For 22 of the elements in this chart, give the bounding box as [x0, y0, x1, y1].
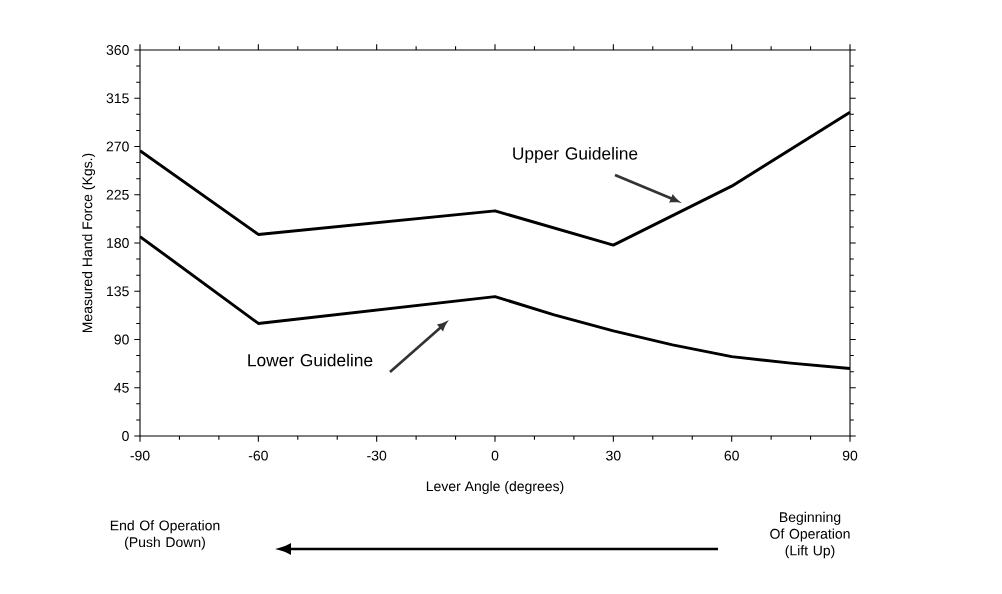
y-tick-label: 0: [122, 431, 129, 441]
x-tick-label: 90: [842, 450, 858, 461]
y-tick-label: 180: [107, 238, 129, 248]
y-tick-label: 360: [106, 45, 129, 55]
y-tick-label: 225: [106, 189, 129, 200]
y-tick-label: 45: [114, 382, 129, 393]
y-tick-label: 90: [114, 334, 129, 345]
text: End Of Operation (Push Down): [110, 520, 220, 550]
y-axis-title: Measured Hand Force (Kgs.): [82, 153, 96, 333]
annotation: Lower Guideline: [248, 353, 373, 367]
y-tick-label: 315: [106, 93, 129, 104]
annotation: Upper Guideline: [513, 146, 638, 164]
x-axis-title: Lever Angle (degrees): [426, 480, 564, 494]
x-tick-label: 60: [724, 450, 739, 461]
x-tick-label: -30: [367, 450, 387, 461]
x-tick-label: 30: [606, 450, 621, 461]
x-tick-label: 0: [491, 450, 499, 461]
y-tick-label: 270: [106, 141, 129, 152]
x-tick-label: -60: [248, 450, 268, 461]
y-tick-label: 135: [107, 286, 129, 297]
x-tick-label: -90: [130, 450, 150, 461]
text: Beginning Of Operation (Lift Up): [770, 511, 850, 559]
